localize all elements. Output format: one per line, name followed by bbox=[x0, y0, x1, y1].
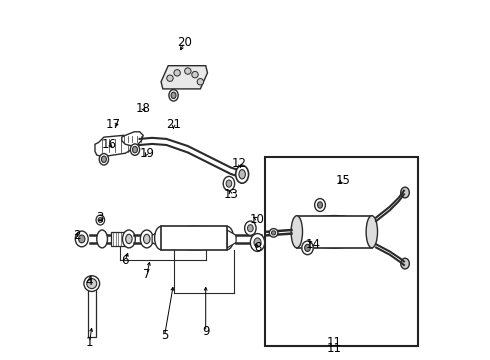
Text: 17: 17 bbox=[105, 118, 121, 131]
Ellipse shape bbox=[366, 216, 377, 248]
Ellipse shape bbox=[192, 71, 198, 78]
Ellipse shape bbox=[84, 276, 99, 292]
Text: 15: 15 bbox=[336, 174, 351, 186]
Ellipse shape bbox=[220, 226, 234, 249]
Bar bbox=[297, 216, 372, 248]
Ellipse shape bbox=[87, 279, 97, 289]
Ellipse shape bbox=[130, 144, 140, 156]
Ellipse shape bbox=[223, 176, 235, 191]
Text: 4: 4 bbox=[86, 275, 94, 288]
Text: 18: 18 bbox=[136, 102, 150, 115]
Ellipse shape bbox=[401, 187, 409, 198]
Ellipse shape bbox=[96, 215, 104, 225]
Ellipse shape bbox=[140, 230, 153, 248]
Ellipse shape bbox=[271, 231, 276, 235]
Ellipse shape bbox=[302, 241, 313, 255]
Polygon shape bbox=[152, 230, 161, 248]
Text: 12: 12 bbox=[232, 157, 247, 170]
Bar bbox=[88, 287, 96, 337]
Ellipse shape bbox=[75, 231, 88, 247]
Text: 1: 1 bbox=[86, 336, 94, 349]
Ellipse shape bbox=[315, 199, 325, 211]
Ellipse shape bbox=[144, 234, 150, 244]
Ellipse shape bbox=[122, 230, 135, 248]
Ellipse shape bbox=[291, 216, 302, 248]
Ellipse shape bbox=[236, 165, 248, 183]
Ellipse shape bbox=[226, 180, 232, 187]
Text: 6: 6 bbox=[122, 254, 129, 267]
Text: 7: 7 bbox=[143, 268, 150, 281]
Ellipse shape bbox=[98, 217, 102, 222]
Ellipse shape bbox=[185, 68, 191, 74]
Polygon shape bbox=[122, 132, 143, 146]
Ellipse shape bbox=[401, 258, 409, 269]
Ellipse shape bbox=[99, 154, 109, 165]
Ellipse shape bbox=[239, 170, 245, 179]
Ellipse shape bbox=[247, 225, 253, 232]
Text: 5: 5 bbox=[161, 329, 168, 342]
Ellipse shape bbox=[297, 216, 372, 248]
Bar bbox=[265, 157, 418, 346]
Text: 2: 2 bbox=[73, 229, 80, 242]
Text: 21: 21 bbox=[166, 118, 181, 131]
Text: 11: 11 bbox=[327, 342, 342, 355]
Ellipse shape bbox=[97, 230, 107, 248]
Polygon shape bbox=[227, 230, 236, 248]
Text: 10: 10 bbox=[250, 213, 265, 226]
Ellipse shape bbox=[78, 235, 85, 243]
Ellipse shape bbox=[254, 238, 261, 247]
Ellipse shape bbox=[305, 244, 310, 251]
Ellipse shape bbox=[101, 156, 106, 162]
Bar bbox=[111, 232, 131, 246]
Ellipse shape bbox=[132, 147, 138, 153]
Ellipse shape bbox=[169, 90, 178, 101]
Ellipse shape bbox=[245, 221, 256, 235]
Ellipse shape bbox=[250, 234, 265, 251]
Ellipse shape bbox=[167, 75, 173, 81]
Text: 19: 19 bbox=[139, 147, 154, 160]
Polygon shape bbox=[95, 135, 138, 157]
Ellipse shape bbox=[318, 202, 322, 208]
Ellipse shape bbox=[197, 78, 203, 85]
Ellipse shape bbox=[155, 226, 168, 249]
Text: 16: 16 bbox=[102, 138, 117, 151]
Text: 8: 8 bbox=[254, 241, 261, 255]
Text: 14: 14 bbox=[305, 238, 320, 251]
Ellipse shape bbox=[171, 92, 176, 99]
Polygon shape bbox=[161, 66, 207, 89]
Bar bbox=[161, 226, 227, 249]
Text: 3: 3 bbox=[97, 211, 104, 224]
Text: 9: 9 bbox=[202, 325, 209, 338]
Ellipse shape bbox=[270, 229, 278, 237]
Ellipse shape bbox=[161, 226, 227, 249]
Text: 11: 11 bbox=[327, 336, 342, 349]
Ellipse shape bbox=[126, 234, 132, 244]
Text: 20: 20 bbox=[177, 36, 192, 49]
Text: 13: 13 bbox=[223, 188, 238, 201]
Ellipse shape bbox=[174, 69, 180, 76]
